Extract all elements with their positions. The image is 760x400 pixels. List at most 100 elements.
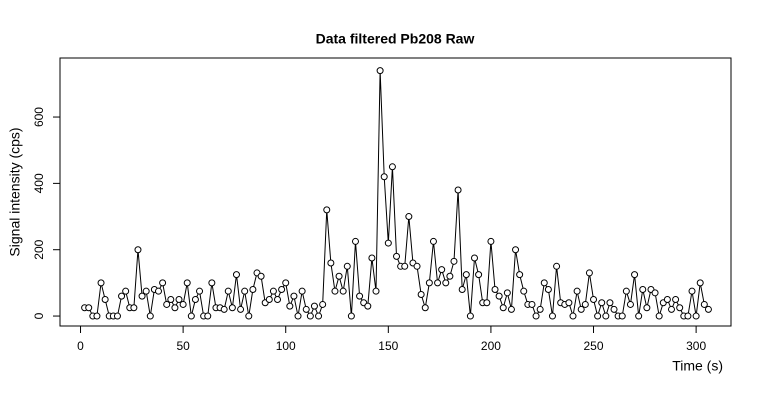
data-point [134, 246, 142, 254]
data-point [516, 271, 524, 279]
data-point [569, 312, 577, 320]
data-point [113, 312, 121, 320]
data-point [294, 312, 302, 320]
data-point [278, 286, 286, 294]
data-point [434, 279, 442, 287]
data-point [643, 304, 651, 312]
data-point [487, 237, 495, 245]
data-point [704, 305, 712, 313]
data-point [676, 304, 684, 312]
x-tick-label: 100 [276, 339, 296, 353]
data-point [503, 289, 511, 297]
data-point [454, 186, 462, 194]
data-point [183, 279, 191, 287]
data-point [224, 287, 232, 295]
data-point [598, 299, 606, 307]
data-point [417, 290, 425, 298]
data-point [532, 312, 540, 320]
data-point [626, 300, 634, 308]
data-point [483, 299, 491, 307]
x-axis-label: Time (s) [672, 358, 723, 374]
data-point [171, 304, 179, 312]
data-point [466, 312, 474, 320]
data-point [130, 304, 138, 312]
data-point [204, 312, 212, 320]
data-point [688, 287, 696, 295]
data-point [187, 312, 195, 320]
data-point [310, 302, 318, 310]
data-point [101, 295, 109, 303]
data-point [315, 312, 323, 320]
data-point [154, 287, 162, 295]
data-point [269, 287, 277, 295]
data-point [265, 295, 273, 303]
x-tick-label: 250 [584, 339, 604, 353]
x-tick-label: 150 [378, 339, 398, 353]
data-point [146, 312, 154, 320]
data-point [540, 279, 548, 287]
data-point [622, 287, 630, 295]
data-point [163, 300, 171, 308]
data-point [245, 312, 253, 320]
data-point [327, 259, 335, 267]
data-point [351, 237, 359, 245]
data-point [237, 305, 245, 313]
data-point [372, 287, 380, 295]
data-point [635, 312, 643, 320]
data-point [167, 295, 175, 303]
data-point [179, 300, 187, 308]
data-point [471, 254, 479, 262]
data-point [220, 305, 228, 313]
data-point [159, 279, 167, 287]
data-point [700, 300, 708, 308]
data-point [618, 312, 626, 320]
data-point [565, 299, 573, 307]
data-point [138, 292, 146, 300]
data-point [458, 286, 466, 294]
data-point [290, 292, 298, 300]
x-tick-label: 300 [686, 339, 706, 353]
data-point [339, 287, 347, 295]
data-point [667, 305, 675, 313]
data-point [577, 305, 585, 313]
data-point [475, 271, 483, 279]
data-point [249, 286, 257, 294]
data-point [380, 173, 388, 181]
data-point [528, 300, 536, 308]
data-point [343, 262, 351, 270]
y-tick-label: 0 [32, 312, 46, 319]
data-point [491, 286, 499, 294]
data-point [672, 295, 680, 303]
data-point [302, 305, 310, 313]
data-point [298, 287, 306, 295]
data-point [122, 287, 130, 295]
data-point [585, 269, 593, 277]
data-point [606, 299, 614, 307]
data-point [388, 163, 396, 171]
data-point [175, 295, 183, 303]
data-point [191, 295, 199, 303]
data-point [413, 262, 421, 270]
data-point [429, 237, 437, 245]
y-tick-label: 200 [32, 239, 46, 259]
data-point [553, 262, 561, 270]
data-point [692, 312, 700, 320]
data-point [376, 67, 384, 75]
data-point [639, 286, 647, 294]
x-tick-label: 0 [77, 339, 84, 353]
x-tick-label: 50 [176, 339, 190, 353]
data-point [573, 287, 581, 295]
data-point [274, 295, 282, 303]
data-point [384, 239, 392, 247]
data-point [655, 312, 663, 320]
data-point [347, 312, 355, 320]
data-point [499, 304, 507, 312]
data-point [93, 312, 101, 320]
data-point [368, 254, 376, 262]
data-point [520, 287, 528, 295]
chart-title: Data filtered Pb208 Raw [316, 31, 475, 47]
y-tick-label: 600 [32, 107, 46, 127]
data-point [450, 257, 458, 265]
